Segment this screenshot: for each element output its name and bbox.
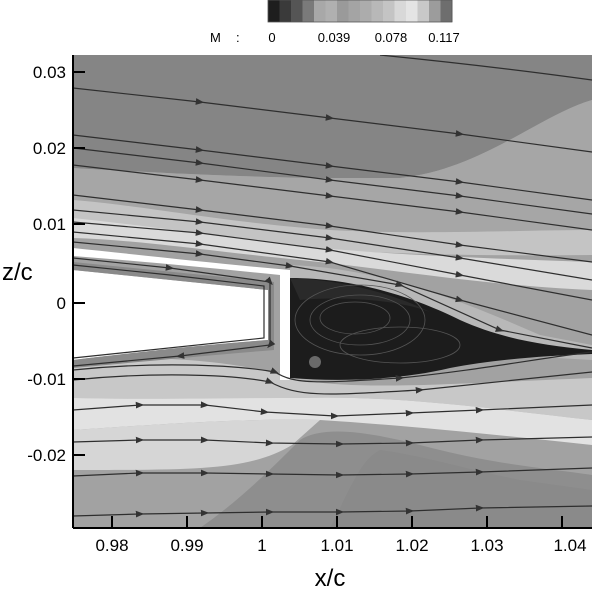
colorbar-tick-1: 0.039 — [318, 30, 351, 45]
y-tick-label: -0.01 — [27, 370, 66, 389]
x-tick-label: 1.04 — [553, 536, 586, 555]
colorbar-swatches — [268, 0, 453, 22]
streamlines — [73, 55, 592, 518]
y-axis — [73, 71, 85, 456]
x-axis — [111, 516, 563, 528]
colorbar-swatch — [406, 0, 418, 22]
x-tick-label: 0.99 — [170, 536, 203, 555]
y-tick-label: -0.02 — [27, 446, 66, 465]
colorbar-variable-label: M — [210, 30, 221, 45]
colorbar-swatch — [371, 0, 384, 22]
x-tick-label: 1.03 — [470, 536, 503, 555]
colorbar-separator: : — [236, 30, 240, 45]
colorbar-swatch — [440, 0, 453, 22]
colorbar-swatch — [302, 0, 315, 22]
colorbar-tick-2: 0.078 — [375, 30, 408, 45]
colorbar-swatch — [279, 0, 292, 22]
y-tick-label: 0.01 — [33, 215, 66, 234]
x-tick-label: 1.02 — [395, 536, 428, 555]
colorbar-swatch — [417, 0, 430, 22]
colorbar-swatch — [337, 0, 349, 22]
y-axis-title: z/c — [2, 259, 33, 286]
axes-frame — [72, 55, 592, 529]
colorbar-swatch — [291, 0, 303, 22]
y-tick-label: 0 — [57, 294, 66, 313]
colorbar-tick-0: 0 — [268, 30, 275, 45]
x-tick-label: 1 — [257, 536, 266, 555]
y-tick-label: 0.03 — [33, 63, 66, 82]
colorbar-swatch — [325, 0, 338, 22]
colorbar-swatch — [348, 0, 361, 22]
x-axis-title: x/c — [315, 565, 346, 592]
x-tick-label: 0.98 — [95, 536, 128, 555]
colorbar-swatch — [314, 0, 326, 22]
colorbar-swatch — [394, 0, 407, 22]
colorbar-swatch — [360, 0, 372, 22]
colorbar-swatch — [429, 0, 441, 22]
colorbar-swatch — [383, 0, 395, 22]
x-tick-label: 1.01 — [320, 536, 353, 555]
colorbar-tick-3: 0.117 — [428, 30, 460, 45]
colorbar: M : 0 0.039 0.078 0.117 — [210, 0, 460, 45]
plot-area — [73, 55, 592, 528]
colorbar-swatch — [268, 0, 280, 22]
y-tick-label: 0.02 — [33, 139, 66, 158]
